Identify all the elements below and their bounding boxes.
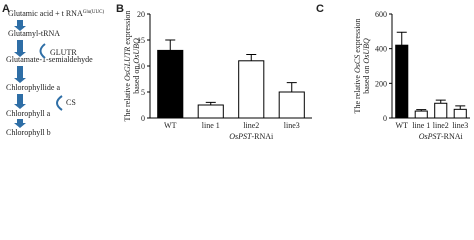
step: Chlorophyll b (6, 128, 51, 137)
panel-label: A (2, 3, 10, 15)
step: Glutamate-1-semialdehyde (6, 55, 93, 64)
x-label-part: OsPST (229, 132, 252, 141)
y-label: The relative OsCS expressionbased on OsU… (353, 19, 371, 114)
y-label-part: OsUBQ (132, 38, 141, 64)
y-tick-label: 20 (137, 10, 145, 19)
bar (395, 44, 409, 119)
x-label-part: -RNAi (441, 132, 464, 141)
y-label-part: OsCS (353, 55, 362, 73)
y-label: The relative OsGLUTR expressionbased on … (123, 11, 141, 122)
x-label-part: -RNAi (251, 132, 274, 141)
y-tick-label: 15 (137, 36, 145, 45)
x-tick-label: line3 (284, 121, 300, 130)
y-label-part: expression (353, 19, 362, 55)
bar (434, 102, 448, 119)
enzyme-arc (39, 43, 46, 59)
y-label-part: based on (132, 64, 141, 94)
x-label: OsPST-RNAi (419, 132, 464, 141)
error-bar (455, 105, 466, 110)
y-label-part: The relative (123, 81, 132, 121)
x-label-part: OsPST (419, 132, 442, 141)
step: Chlorophyllide a (6, 83, 60, 92)
x-tick-label: line 1 (202, 121, 220, 130)
y-tick-label: 10 (137, 62, 145, 71)
bar (197, 104, 224, 119)
error-bar (286, 82, 297, 92)
y-tick-label: 5 (141, 88, 145, 97)
y-label-part: based on (362, 64, 371, 94)
y-tick-label: 0 (141, 114, 145, 123)
y-tick-label: 200 (375, 79, 387, 88)
error-bar (416, 109, 427, 112)
step: Chlorophyll a (6, 109, 51, 118)
figure: A B C Glutamic acid + t RNAGlu(UUC) Glut… (2, 3, 470, 141)
y-label-part: OsGLUTR (123, 47, 132, 81)
bar (157, 49, 184, 119)
enzyme: CS (66, 98, 76, 107)
page: {"panel_labels":["A","B","C"], "pathway"… (2, 3, 470, 141)
y-label-part: OsUBQ (362, 38, 371, 64)
bar (414, 110, 428, 119)
step: Glutamyl-tRNA (8, 29, 60, 38)
x-tick-label: WT (396, 121, 409, 130)
step: Glutamic acid + t RNAGlu(UUC) (8, 9, 104, 18)
y-tick-label: 0 (383, 114, 387, 123)
x-tick-label: WT (164, 121, 177, 130)
x-tick-label: line2 (243, 121, 259, 130)
error-bar (165, 39, 176, 51)
y-tick-label: 400 (375, 45, 387, 54)
x-label: OsPST-RNAi (229, 132, 274, 141)
step-text: Glutamic acid + t RNA (8, 9, 83, 18)
error-bar (435, 99, 446, 104)
panel-label: B (116, 3, 124, 15)
enzyme: GLUTR (50, 48, 77, 57)
y-tick-label: 600 (375, 10, 387, 19)
error-bar (396, 31, 407, 46)
y-label-part: expression (123, 11, 132, 47)
x-tick-label: line2 (433, 121, 449, 130)
error-bar (205, 101, 216, 105)
bar (453, 108, 467, 119)
bar (278, 91, 305, 119)
enzyme-arc (56, 95, 63, 111)
arrows (14, 20, 26, 128)
bar (238, 60, 265, 119)
y-label-part: The relative (353, 73, 362, 113)
x-tick-label: line 1 (412, 121, 430, 130)
error-bar (246, 54, 257, 61)
panel-label: C (316, 3, 324, 15)
superscript: Glu(UUC) (83, 10, 105, 15)
x-tick-label: line3 (452, 121, 468, 130)
